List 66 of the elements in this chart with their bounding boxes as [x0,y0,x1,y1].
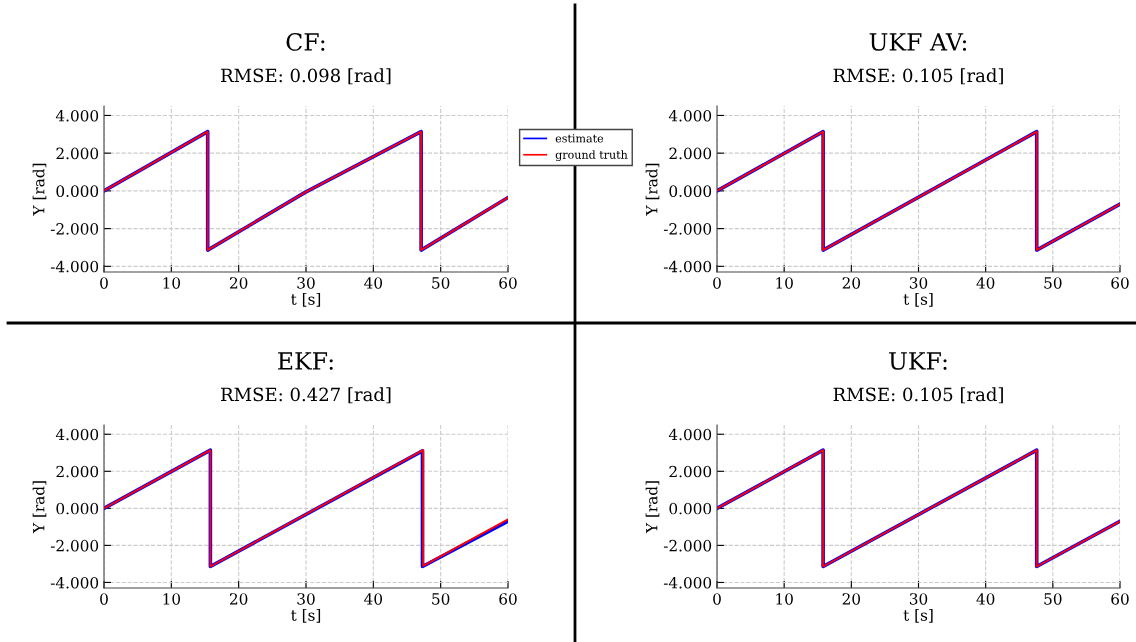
chart-title: CF: [286,32,325,51]
x-tick-label: 30 [297,277,315,289]
y-tick-label: 2.000 [669,465,712,478]
x-tick-label: 60 [1111,593,1129,605]
y-tick-label: -4.000 [663,260,712,273]
x-axis-title: t [s] [903,293,933,307]
y-tick-label: 0.000 [56,185,99,197]
y-tick-label: -4.000 [50,260,99,273]
legend-label: ground truth [555,150,628,162]
x-tick-label: 30 [909,277,928,289]
x-tick-label: 50 [1044,593,1062,605]
x-tick-label: 40 [364,277,383,289]
x-tick-label: 60 [1111,277,1129,289]
x-tick-label: 10 [776,593,793,605]
x-tick-label: 30 [909,593,928,605]
chart-title: UKF AV: [869,33,967,51]
x-tick-label: 40 [976,277,995,289]
y-tick-label: 4.000 [55,109,99,122]
y-axis-title: Y [rad] [32,481,47,534]
y-tick-label: 2.000 [56,465,99,478]
x-axis-title: t [s] [903,609,933,623]
x-tick-label: 10 [776,277,793,289]
chart-title: EKF: [278,352,333,370]
y-tick-label: 0.000 [669,502,712,515]
chart-subtitle: RMSE: 0.427 [rad] [221,387,391,404]
y-tick-label: 2.000 [56,147,99,160]
x-tick-label: 0 [100,277,108,289]
x-tick-label: 20 [229,277,248,289]
legend-label: estimate [555,134,604,143]
chart-subtitle: RMSE: 0.105 [rad] [833,387,1003,404]
chart-title: UKF: [889,352,947,370]
x-tick-label: 0 [100,593,108,605]
y-tick-label: 0.000 [56,502,99,515]
x-tick-label: 10 [163,593,181,605]
x-axis-title: t [s] [291,609,321,623]
x-tick-label: 0 [713,593,721,605]
y-tick-label: -2.000 [663,539,712,552]
x-tick-label: 50 [1044,277,1062,289]
y-tick-label: -2.000 [50,539,99,552]
y-tick-label: -2.000 [50,223,99,235]
x-tick-label: 0 [713,277,721,289]
x-tick-label: 50 [432,593,450,605]
x-tick-label: 40 [976,593,995,605]
x-tick-label: 60 [499,277,517,289]
y-tick-label: 0.000 [669,185,712,197]
y-axis-title: Y [rad] [32,163,47,216]
x-tick-label: 20 [842,277,861,289]
x-axis-title: t [s] [291,293,321,307]
x-tick-label: 10 [163,277,181,289]
x-tick-label: 20 [842,593,861,605]
y-tick-label: 4.000 [55,428,99,441]
chart-subtitle: RMSE: 0.098 [rad] [221,68,391,85]
x-tick-label: 50 [432,277,450,289]
y-tick-label: 2.000 [669,147,712,160]
x-tick-label: 40 [364,593,383,605]
y-axis-title: Y [rad] [645,163,660,216]
y-tick-label: -2.000 [663,223,712,235]
x-tick-label: 60 [499,593,517,605]
y-axis-title: Y [rad] [645,481,660,534]
y-tick-label: 4.000 [668,109,712,122]
x-tick-label: 20 [229,593,248,605]
x-tick-label: 30 [297,593,315,605]
y-tick-label: -4.000 [663,576,712,589]
chart-subtitle: RMSE: 0.105 [rad] [833,68,1003,85]
y-tick-label: 4.000 [668,428,712,441]
y-tick-label: -4.000 [50,576,99,589]
